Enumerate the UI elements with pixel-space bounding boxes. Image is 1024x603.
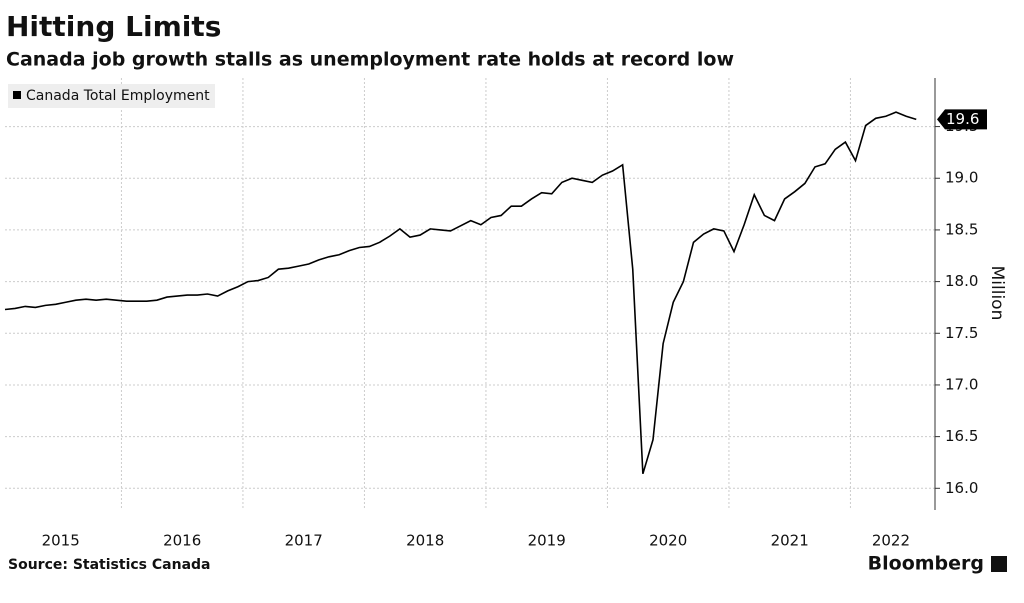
chart-title: Hitting Limits (6, 10, 221, 43)
x-tick-label: 2022 (872, 532, 910, 550)
last-value-label: 19.6 (946, 110, 979, 128)
chart-subtitle: Canada job growth stalls as unemployment… (6, 49, 734, 71)
x-tick-label: 2021 (771, 532, 809, 550)
grid (5, 78, 935, 510)
y-axis-label: Million (987, 266, 1007, 321)
brand-icon (991, 556, 1007, 572)
y-tick-label: 19.0 (945, 169, 978, 187)
y-tick-label: 18.5 (945, 220, 978, 238)
source: Source: Statistics Canada (8, 557, 211, 573)
x-tick-label: 2018 (406, 532, 444, 550)
x-tick-label: 2020 (649, 532, 687, 550)
y-tick-label: 17.0 (945, 375, 978, 393)
x-tick-label: 2015 (42, 532, 80, 550)
series-line (4, 111, 917, 475)
y-tick-label: 16.0 (945, 479, 978, 497)
last-value-box (937, 109, 987, 130)
legend-label: Canada Total Employment (26, 88, 210, 104)
y-tick-label: 18.0 (945, 272, 978, 290)
brand: Bloomberg (868, 553, 984, 575)
legend-swatch (13, 91, 21, 99)
x-tick-label: 2017 (285, 532, 323, 550)
y-tick-label: 17.5 (945, 324, 978, 342)
x-tick-label: 2016 (163, 532, 201, 550)
x-tick-label: 2019 (528, 532, 566, 550)
y-tick-label: 16.5 (945, 427, 978, 445)
legend-box (8, 84, 215, 108)
